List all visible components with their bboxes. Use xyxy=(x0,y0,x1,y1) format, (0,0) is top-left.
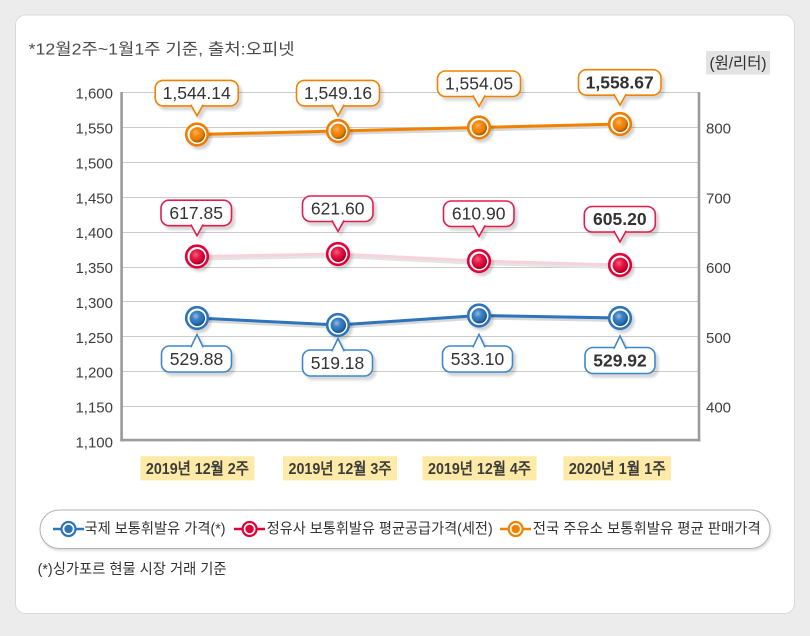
svg-text:529.92: 529.92 xyxy=(593,351,647,371)
svg-text:400: 400 xyxy=(706,400,731,417)
svg-text:1,400: 1,400 xyxy=(75,225,113,242)
svg-text:519.18: 519.18 xyxy=(311,353,365,373)
svg-text:500: 500 xyxy=(706,330,731,347)
svg-text:국제 보통휘발유 가격(*): 국제 보통휘발유 가격(*) xyxy=(85,521,226,538)
svg-text:2019년 12월 3주: 2019년 12월 3주 xyxy=(289,459,392,478)
svg-text:1,554.05: 1,554.05 xyxy=(445,74,513,94)
svg-text:1,558.67: 1,558.67 xyxy=(586,72,654,92)
svg-text:*12월2주~1월1주 기준, 출처:오피넷: *12월2주~1월1주 기준, 출처:오피넷 xyxy=(29,41,295,59)
svg-text:1,550: 1,550 xyxy=(75,121,113,138)
svg-text:621.60: 621.60 xyxy=(311,199,365,219)
svg-text:600: 600 xyxy=(706,260,731,277)
svg-text:1,600: 1,600 xyxy=(75,86,113,103)
svg-text:1,549.16: 1,549.16 xyxy=(304,83,372,103)
svg-text:1,100: 1,100 xyxy=(75,434,113,451)
svg-text:700: 700 xyxy=(706,190,731,207)
svg-text:605.20: 605.20 xyxy=(593,209,647,229)
svg-text:정유사 보통휘발유 평균공급가격(세전): 정유사 보통휘발유 평균공급가격(세전) xyxy=(267,521,493,538)
svg-text:1,300: 1,300 xyxy=(75,295,113,312)
svg-text:617.85: 617.85 xyxy=(169,203,223,223)
svg-text:2019년 12월 2주: 2019년 12월 2주 xyxy=(146,459,249,478)
svg-text:529.88: 529.88 xyxy=(170,349,224,369)
svg-text:(*)싱가포르 현물 시장 거래 기준: (*)싱가포르 현물 시장 거래 기준 xyxy=(38,561,227,578)
svg-text:2020년 1월 1주: 2020년 1월 1주 xyxy=(569,459,666,478)
svg-text:2019년 12월 4주: 2019년 12월 4주 xyxy=(428,459,531,478)
svg-text:전국 주유소 보통휘발유 평균 판매가격: 전국 주유소 보통휘발유 평균 판매가격 xyxy=(533,521,761,538)
svg-text:1,150: 1,150 xyxy=(75,400,113,417)
svg-text:533.10: 533.10 xyxy=(451,349,505,369)
svg-text:610.90: 610.90 xyxy=(452,204,506,224)
svg-text:1,500: 1,500 xyxy=(75,155,113,172)
svg-text:1,350: 1,350 xyxy=(75,260,113,277)
svg-text:800: 800 xyxy=(706,121,731,138)
svg-text:1,544.14: 1,544.14 xyxy=(163,83,231,103)
svg-text:1,250: 1,250 xyxy=(75,330,113,347)
svg-text:(원/리터): (원/리터) xyxy=(710,55,767,73)
svg-text:1,200: 1,200 xyxy=(75,365,113,382)
svg-text:1,450: 1,450 xyxy=(75,190,113,207)
